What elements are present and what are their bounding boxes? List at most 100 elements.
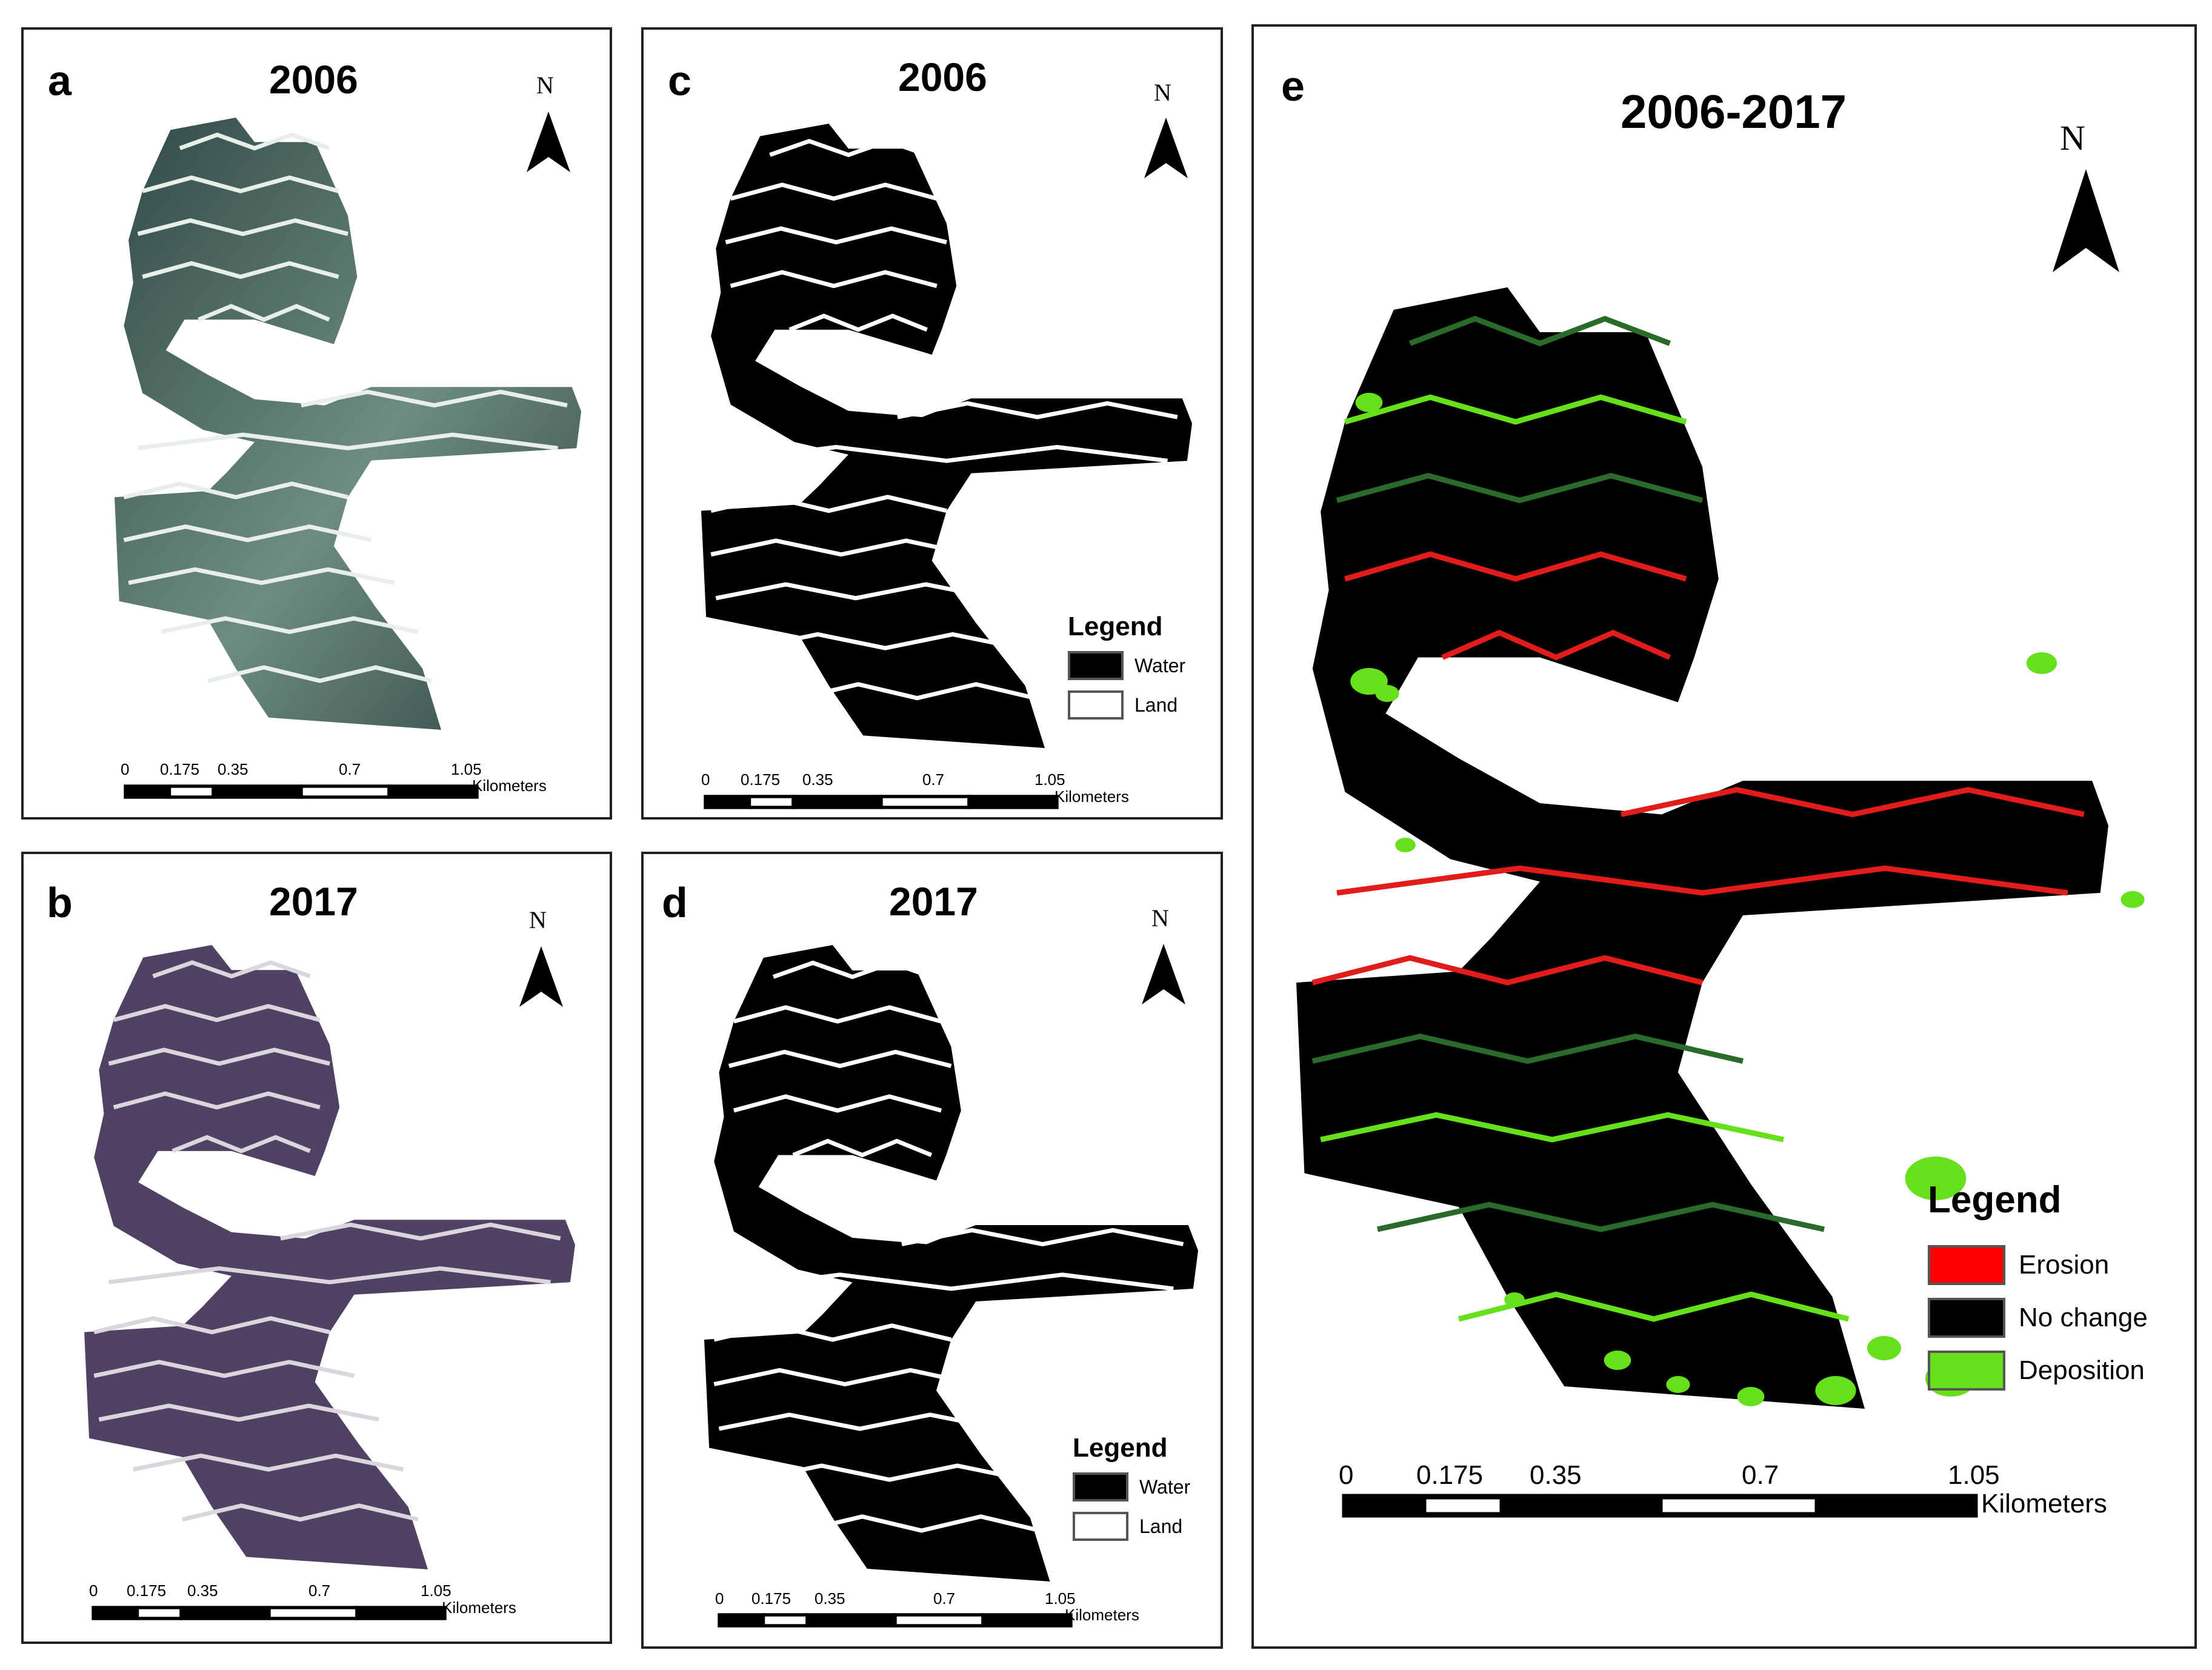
legend-swatch-erosion (1928, 1245, 2005, 1285)
dike-stripe (207, 665, 433, 683)
scale-tick-105: 1.05 (421, 1581, 451, 1600)
legend-item-land: Land (1073, 1512, 1182, 1541)
dike-stripe (730, 270, 938, 289)
legend-title: Legend (1928, 1179, 2062, 1221)
legend-title: Legend (1068, 612, 1163, 641)
dike-stripe (1377, 1201, 1825, 1232)
dike-stripe (198, 304, 330, 322)
legend-item-no-change: No change (1928, 1298, 2148, 1338)
dike-stripe (710, 495, 947, 513)
panel-letter: b (47, 879, 73, 926)
scale-tick-0175: 0.175 (1416, 1460, 1484, 1490)
legend-label: Erosion (2019, 1250, 2110, 1280)
panel-d: d 2017 N Legend Water Land 0 0.175 0.35 … (641, 852, 1223, 1649)
scale-tick-0: 0 (701, 770, 710, 789)
legend-swatch-deposition (1928, 1351, 2005, 1391)
dike-stripe (137, 218, 348, 236)
panel-letter: e (1281, 62, 1305, 110)
change-map-2006-2017 (1296, 287, 2145, 1409)
north-label: N (536, 72, 554, 99)
legend-swatch-land (1073, 1512, 1128, 1541)
dike-stripe (772, 960, 933, 980)
scale-tick-0175: 0.175 (741, 770, 781, 789)
scale-tick-07: 0.7 (308, 1581, 331, 1600)
scale-tick-0: 0 (121, 760, 130, 778)
dike-stripe (108, 1266, 551, 1284)
dike-stripe (161, 616, 419, 634)
deposition-patch (1815, 1376, 1856, 1405)
legend-item-water: Water (1068, 651, 1185, 680)
dike-stripe (1621, 787, 2085, 818)
scale-tick-105: 1.05 (451, 760, 482, 778)
dike-stripe (750, 632, 1021, 650)
dike-stripe (142, 175, 339, 193)
deposition-patch (1504, 1292, 1525, 1307)
dike-stripe (730, 182, 938, 201)
dike-stripe (718, 1412, 1001, 1431)
panel-c: c 2006 N Legend Water Land 0 0.175 0.35 … (641, 27, 1223, 820)
dike-stripe (93, 1316, 330, 1335)
scale-tick-035: 0.35 (815, 1589, 845, 1608)
scale-tick-035: 0.35 (1530, 1460, 1582, 1490)
legend-label: Water (1139, 1475, 1191, 1498)
scale-tick-035: 0.35 (802, 770, 833, 789)
legend-label: Water (1134, 654, 1186, 676)
scale-unit: Kilometers (1981, 1489, 2107, 1518)
north-label: N (529, 906, 547, 934)
dike-stripe (733, 1094, 942, 1113)
north-label: N (1151, 904, 1169, 932)
scale-tick-035: 0.35 (218, 760, 248, 778)
dike-stripe (788, 313, 928, 332)
panel-letter: a (48, 57, 72, 104)
dike-stripe (113, 1004, 321, 1023)
deposition-patch (1867, 1336, 1901, 1360)
scale-tick-105: 1.05 (1034, 770, 1065, 789)
dike-stripe (301, 389, 568, 408)
dike-stripe (728, 1049, 952, 1069)
dike-stripe (93, 1360, 355, 1378)
deposition-patch (2120, 891, 2145, 908)
water-map-2006 (701, 124, 1192, 748)
legend-swatch-water (1068, 651, 1124, 680)
deposition-patch (1375, 685, 1399, 702)
dike-stripe (715, 582, 996, 601)
dike-stripe (713, 1368, 977, 1387)
dike-stripe (133, 1453, 404, 1472)
scale-tick-035: 0.35 (187, 1581, 218, 1600)
scale-tick-105: 1.05 (1948, 1460, 2000, 1490)
legend-label: Deposition (2019, 1355, 2145, 1385)
legend-label: No change (2019, 1303, 2148, 1332)
dike-stripe (710, 538, 972, 557)
legend-item-water: Water (1073, 1472, 1190, 1501)
dike-stripe (799, 682, 1036, 701)
deposition-patch (1666, 1376, 1690, 1393)
legend-item-erosion: Erosion (1928, 1245, 2109, 1285)
dike-stripe (1344, 394, 1687, 425)
dike-stripe (728, 1272, 1174, 1291)
panel-year-title: 2017 (269, 879, 358, 924)
scale-unit: Kilometers (442, 1598, 516, 1617)
scale-tick-0: 0 (715, 1589, 724, 1608)
dike-stripe (179, 132, 330, 151)
dike-stripe (182, 1503, 419, 1522)
dike-stripe (123, 524, 372, 543)
legend-swatch-water (1073, 1472, 1128, 1501)
north-label: N (2060, 118, 2085, 158)
dike-stripe (152, 960, 311, 979)
dike-stripe (733, 1005, 942, 1024)
dike-stripe (713, 1323, 952, 1342)
dike-stripe (1336, 865, 2068, 896)
deposition-patch (1905, 1157, 1967, 1200)
dike-stripe (1344, 551, 1687, 582)
dike-stripe (1441, 629, 1671, 661)
scale-tick-07: 0.7 (933, 1589, 956, 1608)
legend-item-deposition: Deposition (1928, 1351, 2145, 1391)
dike-stripe (725, 226, 947, 245)
dike-stripe (792, 1138, 933, 1158)
panel-letter: c (668, 57, 691, 104)
deposition-patch (1355, 393, 1383, 412)
dike-stripe (138, 432, 558, 450)
dike-stripe (769, 139, 928, 158)
dike-stripe (98, 1403, 379, 1422)
dike-stripe (753, 1463, 1026, 1482)
